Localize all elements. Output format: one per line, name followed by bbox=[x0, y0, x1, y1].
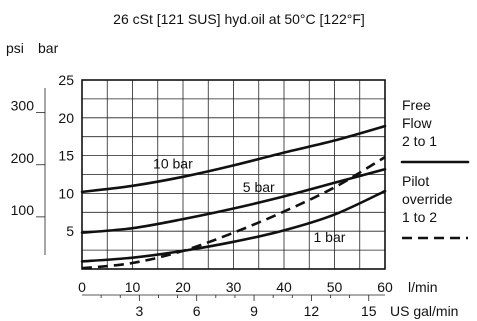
series-line-5-bar bbox=[80, 167, 387, 234]
y-tick-label: 25 bbox=[58, 72, 74, 88]
x2-tick-label: 9 bbox=[250, 303, 258, 319]
x-tick-label: 0 bbox=[78, 279, 86, 295]
y2-tick-label: 300 bbox=[11, 98, 35, 114]
plot-frame bbox=[81, 79, 386, 270]
series-line-pilot-override bbox=[81, 155, 386, 270]
x-axis-label: l/min bbox=[408, 279, 438, 295]
x2-tick-label: 15 bbox=[361, 303, 377, 319]
x2-tick-label: 3 bbox=[135, 303, 143, 319]
y2-tick-label: 200 bbox=[11, 150, 35, 166]
x-tick-label: 60 bbox=[377, 279, 393, 295]
x-tick-label: 50 bbox=[327, 279, 343, 295]
legend-entry-text: Flow bbox=[402, 115, 432, 131]
legend: Free Flow 2 to 1 Pilot override 1 to 2 bbox=[400, 97, 470, 240]
y-tick-label: 15 bbox=[58, 148, 74, 164]
legend-entry-text: Free bbox=[402, 97, 431, 113]
y-tick-label: 20 bbox=[58, 110, 74, 126]
curve-label: 1 bar bbox=[313, 229, 345, 245]
series-line-1-bar bbox=[80, 189, 387, 263]
x-axis-ticks: 0 10 20 30 40 50 60 bbox=[78, 279, 393, 295]
y-axis-ticks: 5 10 15 20 25 bbox=[58, 72, 74, 239]
curve-labels: 10 bar 5 bar 1 bar bbox=[153, 155, 346, 244]
y-axis-label: bar bbox=[38, 40, 59, 56]
curve-label: 5 bar bbox=[243, 179, 275, 195]
series-line-10-bar bbox=[80, 124, 387, 194]
curve-label: 10 bar bbox=[153, 155, 193, 171]
x2-tick-label: 12 bbox=[304, 303, 320, 319]
x-tick-label: 30 bbox=[226, 279, 242, 295]
x-tick-label: 20 bbox=[175, 279, 191, 295]
x-tick-label: 10 bbox=[125, 279, 141, 295]
x-tick-label: 40 bbox=[276, 279, 292, 295]
y-tick-label: 10 bbox=[58, 185, 74, 201]
y2-tick-label: 100 bbox=[11, 202, 35, 218]
legend-entry-text: 2 to 1 bbox=[402, 133, 437, 149]
legend-entry-text: Pilot bbox=[402, 173, 429, 189]
chart-title: 26 cSt [121 SUS] hyd.oil at 50°C [122°F] bbox=[113, 11, 365, 27]
y-tick-label: 5 bbox=[66, 223, 74, 239]
psi-axis: 100 200 300 bbox=[11, 98, 45, 218]
series bbox=[80, 124, 387, 270]
x2-tick-label: 6 bbox=[193, 303, 201, 319]
y2-axis-label: psi bbox=[6, 40, 24, 56]
x2-axis-label: US gal/min bbox=[390, 303, 458, 319]
legend-entry-text: 1 to 2 bbox=[402, 209, 437, 225]
x2-axis-ticks: 3 6 9 12 15 bbox=[100, 295, 377, 319]
legend-entry-text: override bbox=[402, 191, 453, 207]
